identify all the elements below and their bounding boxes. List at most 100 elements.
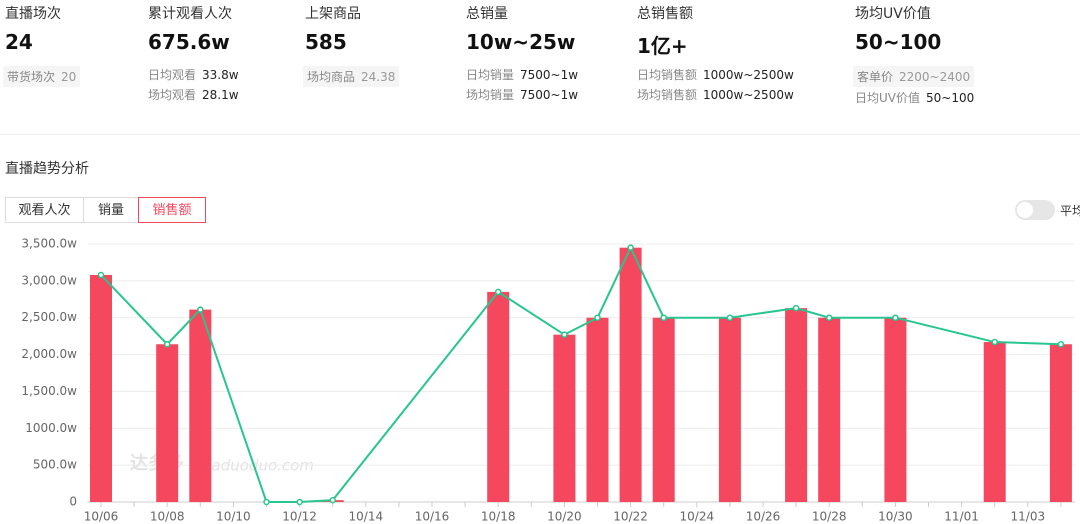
trend-line-segment — [100, 274, 168, 345]
detail-label: 场均销售额 — [637, 88, 698, 102]
trend-line-segment — [994, 341, 1061, 346]
trend-line-segment — [795, 307, 830, 319]
toggle-knob — [1017, 202, 1033, 218]
trend-line-segment — [166, 308, 202, 345]
stat-value: 585 — [305, 30, 347, 54]
x-tick-label: 10/14 — [349, 510, 384, 524]
trend-line-segment — [729, 307, 797, 319]
bar — [586, 317, 609, 502]
line-point — [1057, 341, 1065, 348]
stat-detail: 场均商品 24.38 — [303, 66, 400, 87]
trend-line-segment — [895, 316, 995, 344]
bar — [785, 308, 808, 502]
trend-line-segment — [199, 309, 268, 503]
line-point — [296, 498, 303, 506]
stat-detail: 客单价 2200~2400 — [853, 66, 975, 87]
bar — [983, 342, 1006, 502]
detail-value: 7500~1w — [520, 68, 579, 82]
detail-value: 7500~1w — [520, 88, 579, 102]
bar — [818, 317, 841, 502]
toggle[interactable] — [1015, 200, 1055, 220]
x-tick-label: 10/26 — [746, 510, 781, 524]
trend-line-segment — [497, 291, 565, 336]
stat-title: 直播场次 — [5, 6, 61, 22]
bar — [1049, 344, 1072, 502]
stat-title: 场均UV价值 — [855, 6, 931, 22]
stat-value: 50~100 — [855, 30, 942, 54]
x-tick-label: 10/30 — [878, 510, 913, 524]
bar — [189, 309, 212, 502]
line-point — [494, 288, 502, 296]
stat-detail: 带货场次 20 — [3, 66, 81, 87]
detail-value: 1000w~2500w — [703, 88, 794, 102]
detail-value: 2200~2400 — [899, 70, 971, 84]
section-title: 直播趋势分析 — [5, 161, 89, 177]
bar — [718, 317, 741, 502]
trend-line-segment — [331, 291, 499, 501]
stat-detail: 场均观看 28.1w — [148, 86, 239, 103]
y-tick-label: 3,500.0w — [21, 237, 77, 251]
trend-line-segment — [596, 247, 632, 319]
x-tick-label: 10/20 — [547, 510, 582, 524]
line-point — [561, 331, 568, 338]
line-point — [594, 314, 601, 321]
detail-label: 日均销售额 — [637, 68, 698, 82]
y-tick-label: 500.0w — [33, 458, 77, 472]
y-tick-label: 1000.0w — [25, 421, 77, 435]
bar — [884, 317, 907, 502]
stat-detail: 日均观看 33.8w — [148, 66, 239, 83]
x-tick-label: 10/12 — [282, 510, 317, 524]
detail-label: 日均UV价值 — [855, 91, 920, 105]
line-point — [263, 498, 270, 506]
line-point — [197, 306, 204, 313]
detail-value: 24.38 — [361, 70, 396, 84]
bar — [156, 344, 179, 502]
line-point — [792, 304, 800, 312]
bar — [619, 247, 642, 502]
detail-value: 20 — [61, 70, 77, 84]
x-tick-label: 10/06 — [84, 510, 119, 524]
bar — [90, 274, 112, 502]
detail-value: 50~100 — [926, 91, 975, 105]
line-point — [97, 271, 105, 279]
x-tick-label: 10/08 — [150, 510, 185, 524]
detail-label: 客单价 — [857, 70, 894, 84]
detail-label: 带货场次 — [7, 70, 56, 84]
stat-value: 10w~25w — [466, 30, 576, 54]
stat-title: 总销售额 — [637, 6, 693, 22]
x-tick-label: 11/01 — [944, 510, 979, 524]
stat-detail: 日均UV价值 50~100 — [855, 89, 974, 106]
trend-line-segment — [629, 247, 665, 319]
bar — [487, 291, 510, 502]
line-point — [991, 338, 998, 346]
detail-value: 28.1w — [202, 88, 239, 102]
toggle-label: 平均 — [1060, 204, 1080, 218]
stat-detail: 场均销售额 1000w~2500w — [637, 86, 794, 103]
detail-label: 场均观看 — [148, 88, 197, 102]
tab[interactable]: 观看人次 — [5, 197, 84, 223]
line-point — [825, 314, 833, 321]
stat-value: 1亿+ — [637, 34, 688, 58]
line-point — [329, 496, 336, 504]
detail-value: 33.8w — [202, 68, 239, 82]
tab-active[interactable]: 销售额 — [138, 197, 206, 223]
stat-title: 上架商品 — [305, 6, 361, 22]
y-tick-label: 3,000.0w — [21, 273, 77, 287]
tab[interactable]: 销量 — [83, 197, 139, 223]
y-tick-label: 2,000.0w — [21, 347, 77, 361]
x-tick-label: 10/10 — [216, 510, 251, 524]
bar — [652, 317, 675, 502]
y-tick-label: 0 — [69, 495, 77, 509]
line-point — [660, 314, 667, 321]
bar — [553, 334, 576, 502]
x-tick-label: 11/03 — [1011, 510, 1046, 524]
y-tick-label: 2,500.0w — [21, 310, 77, 324]
x-tick-label: 10/18 — [481, 510, 516, 524]
stat-title: 累计观看人次 — [148, 6, 232, 22]
detail-label: 场均商品 — [307, 70, 356, 84]
line-point — [627, 244, 634, 251]
stat-detail: 场均销量 7500~1w — [466, 86, 578, 103]
x-tick-label: 10/16 — [415, 510, 450, 524]
